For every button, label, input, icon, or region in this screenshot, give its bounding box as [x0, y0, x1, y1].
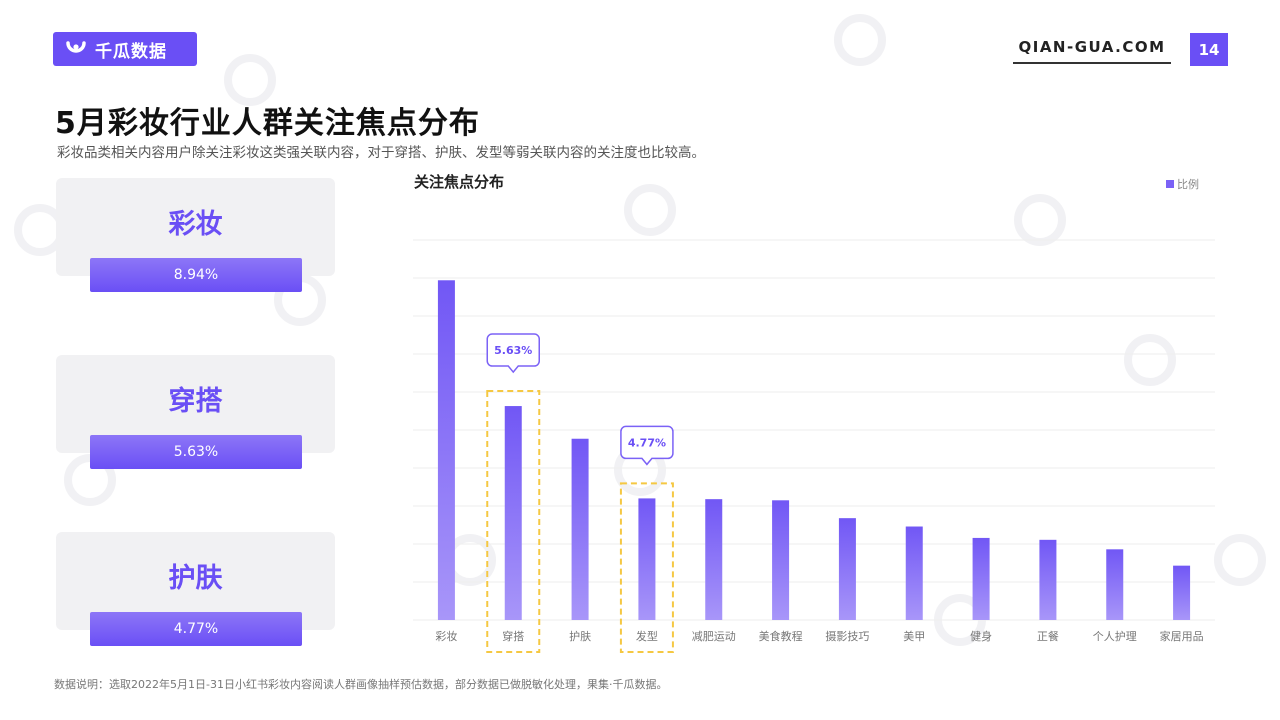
bar-彩妆 — [437, 280, 455, 620]
bar-正餐 — [1039, 539, 1057, 620]
highlight-box — [486, 390, 541, 653]
x-tick-label: 个人护理 — [1093, 629, 1137, 643]
bar-摄影技巧 — [838, 518, 856, 620]
bar-穿搭 — [504, 406, 522, 620]
bar-美食教程 — [772, 500, 790, 620]
bar-个人护理 — [1106, 549, 1124, 620]
bar-发型 — [638, 498, 656, 620]
chart-title: 关注焦点分布 — [414, 173, 505, 191]
callout-bubble — [486, 333, 540, 374]
page-title: 5月彩妆行业人群关注焦点分布 — [55, 106, 480, 141]
card-value: 8.94% — [90, 258, 302, 292]
legend-swatch — [1166, 180, 1174, 188]
page-number: 14 — [1190, 33, 1228, 66]
card-label: 彩妆 — [168, 209, 223, 240]
x-tick-label: 正餐 — [1037, 629, 1059, 643]
bar-护肤 — [571, 438, 589, 620]
bar-家居用品 — [1173, 565, 1191, 620]
site-url: QIAN-GUA.COM — [1013, 38, 1171, 64]
x-tick-label: 穿搭 — [502, 629, 524, 643]
callout-label: 4.77% — [628, 436, 666, 449]
logo-text: 千瓜数据 — [95, 41, 167, 62]
bar-健身 — [972, 537, 990, 620]
brand-logo: 千瓜数据 — [53, 32, 197, 66]
x-tick-label: 彩妆 — [435, 630, 457, 643]
page-subtitle: 彩妆品类相关内容用户除关注彩妆这类强关联内容，对于穿搭、护肤、发型等弱关联内容的… — [57, 145, 705, 161]
x-tick-label: 美食教程 — [759, 629, 803, 643]
bar-chart: 彩妆 穿搭 护肤 发型 减肥运动 美食教程 摄影技巧 美甲 健身 正餐 个人护理 家居用品 5.63%… — [413, 239, 1215, 653]
callout-label: 5.63% — [494, 344, 532, 357]
bar-美甲 — [905, 526, 923, 620]
card-label: 穿搭 — [168, 386, 223, 417]
logo-icon — [66, 41, 86, 53]
x-tick-label: 家居用品 — [1160, 629, 1204, 643]
chart-legend: 比例 — [1166, 176, 1199, 192]
legend-label: 比例 — [1177, 178, 1199, 191]
x-tick-label: 发型 — [636, 629, 658, 643]
x-tick-label: 护肤 — [569, 629, 591, 643]
x-tick-label: 美甲 — [903, 630, 925, 643]
callout-穿搭: 5.63% — [486, 333, 540, 374]
card-label: 护肤 — [168, 563, 223, 594]
callout-发型: 4.77% — [620, 425, 674, 466]
card-value: 4.77% — [90, 612, 302, 646]
x-tick-label: 摄影技巧 — [825, 629, 869, 643]
x-tick-label: 健身 — [970, 629, 992, 643]
callout-bubble — [620, 425, 674, 466]
bar-减肥运动 — [705, 499, 723, 620]
x-tick-label: 减肥运动 — [692, 630, 736, 643]
footnote: 数据说明：选取2022年5月1日-31日小红书彩妆内容阅读人群画像抽样预估数据，… — [54, 678, 668, 691]
card-value: 5.63% — [90, 435, 302, 469]
